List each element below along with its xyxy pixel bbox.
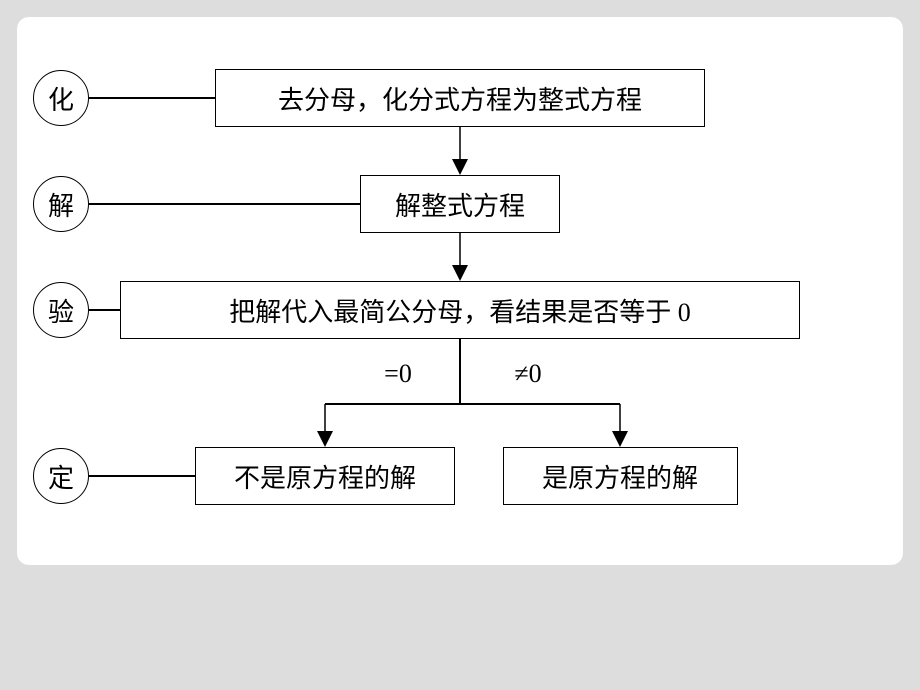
branch-label-eq-text: =0 — [384, 359, 412, 388]
step-circle-2-label: 解 — [48, 186, 74, 223]
step-box-3-text: 把解代入最简公分母，看结果是否等于 0 — [229, 292, 691, 329]
branch-label-neq-text: ≠0 — [514, 359, 541, 388]
connector-l4 — [89, 475, 195, 477]
branch-label-eq: =0 — [358, 359, 438, 389]
arrow-branch-left — [313, 404, 337, 449]
step-box-3: 把解代入最简公分母，看结果是否等于 0 — [120, 281, 800, 339]
step-box-4-right-text: 是原方程的解 — [542, 458, 698, 495]
step-box-4-left-text: 不是原方程的解 — [234, 458, 416, 495]
step-box-4-left: 不是原方程的解 — [195, 447, 455, 505]
step-circle-1-label: 化 — [48, 80, 74, 117]
connector-l2 — [89, 203, 360, 205]
connector-l1 — [89, 97, 215, 99]
arrow-branch-right — [608, 404, 632, 449]
step-circle-4: 定 — [33, 448, 89, 504]
branch-label-neq: ≠0 — [488, 359, 568, 389]
step-box-1-text: 去分母，化分式方程为整式方程 — [278, 80, 642, 117]
step-box-4-right: 是原方程的解 — [503, 447, 738, 505]
arrow-1 — [448, 127, 472, 177]
branch-hbar — [325, 403, 620, 405]
branch-stem — [459, 339, 461, 404]
step-circle-3-label: 验 — [48, 292, 74, 329]
arrow-2 — [448, 233, 472, 283]
step-box-2-text: 解整式方程 — [395, 186, 525, 223]
step-circle-3: 验 — [33, 282, 89, 338]
step-box-1: 去分母，化分式方程为整式方程 — [215, 69, 705, 127]
step-circle-4-label: 定 — [48, 458, 74, 495]
connector-l3 — [89, 309, 120, 311]
step-circle-2: 解 — [33, 176, 89, 232]
step-circle-1: 化 — [33, 70, 89, 126]
step-box-2: 解整式方程 — [360, 175, 560, 233]
